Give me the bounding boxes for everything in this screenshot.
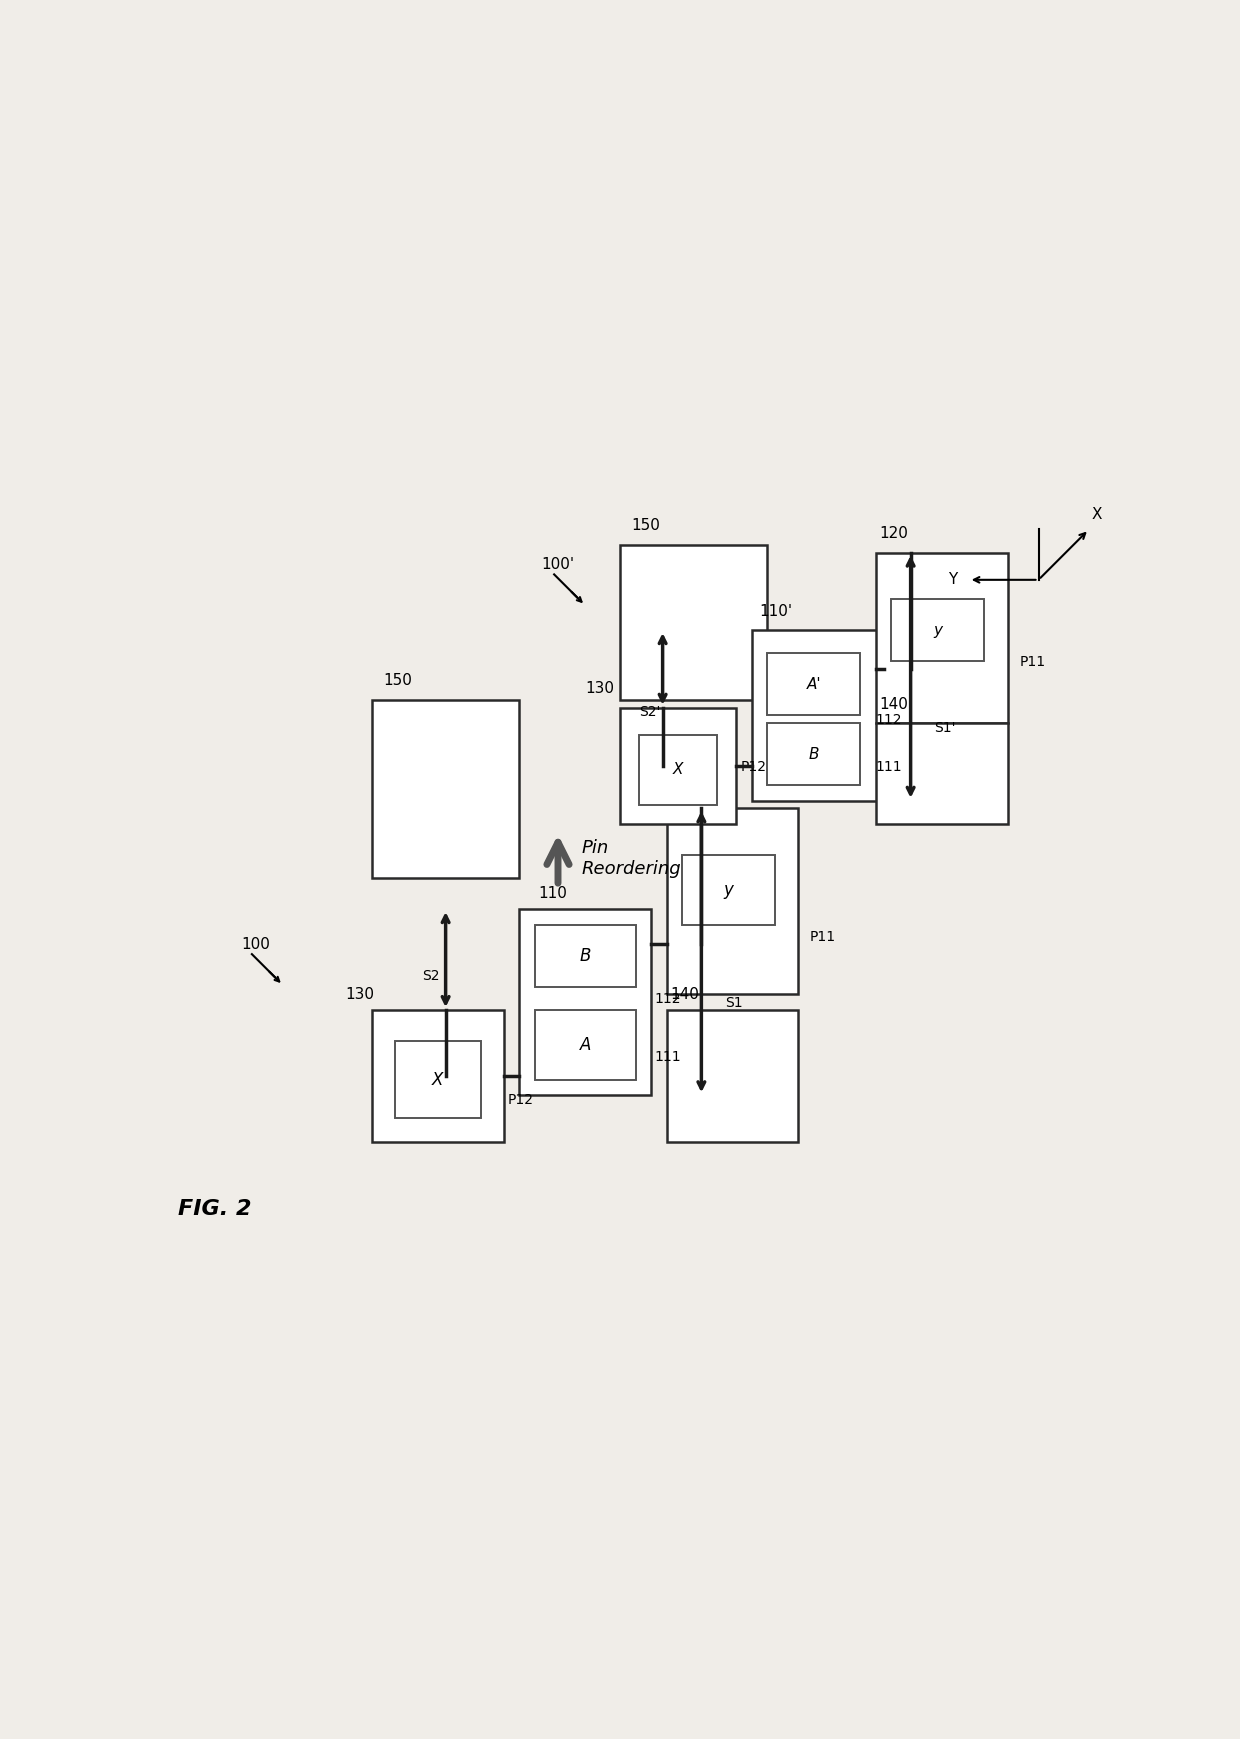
- Text: 120: 120: [879, 527, 909, 541]
- Text: 120: 120: [671, 783, 699, 796]
- Bar: [768, 723, 861, 786]
- Text: 140: 140: [671, 988, 699, 1002]
- Text: 140: 140: [879, 697, 909, 711]
- Bar: [520, 909, 651, 1096]
- Text: 112: 112: [875, 713, 903, 727]
- Text: A: A: [579, 1036, 590, 1054]
- Text: 111: 111: [655, 1050, 682, 1064]
- Bar: [372, 699, 520, 878]
- Text: 130: 130: [585, 682, 614, 696]
- Text: P11: P11: [1019, 656, 1045, 670]
- Bar: [768, 654, 861, 715]
- Text: 110: 110: [538, 887, 568, 901]
- Bar: [875, 723, 1008, 824]
- Text: FIG. 2: FIG. 2: [179, 1200, 252, 1219]
- Text: B: B: [808, 746, 818, 762]
- Bar: [372, 1010, 503, 1143]
- Text: P12: P12: [740, 760, 766, 774]
- Text: 150: 150: [631, 518, 661, 534]
- Bar: [875, 553, 1008, 723]
- Text: 100: 100: [242, 937, 270, 951]
- Text: 130: 130: [345, 988, 374, 1002]
- Text: 100': 100': [542, 556, 574, 572]
- Bar: [620, 708, 737, 824]
- Text: y: y: [934, 623, 942, 638]
- Bar: [534, 925, 635, 986]
- Text: P11: P11: [810, 930, 836, 944]
- Text: A': A': [806, 676, 821, 692]
- Bar: [751, 630, 884, 800]
- Text: y: y: [724, 882, 733, 899]
- Text: 112: 112: [655, 991, 681, 1007]
- Text: B: B: [579, 946, 590, 965]
- Text: P12: P12: [507, 1092, 533, 1106]
- Text: S2: S2: [423, 969, 440, 983]
- Text: 150: 150: [383, 673, 413, 689]
- Text: S1': S1': [934, 722, 955, 736]
- Bar: [667, 809, 799, 995]
- Text: X: X: [1091, 506, 1102, 522]
- Text: X: X: [433, 1071, 444, 1089]
- Bar: [892, 600, 985, 661]
- Text: X: X: [673, 762, 683, 777]
- Bar: [620, 544, 768, 699]
- Text: S1: S1: [724, 996, 743, 1010]
- Bar: [534, 1010, 635, 1080]
- Bar: [640, 736, 717, 805]
- Text: 110': 110': [759, 603, 792, 619]
- Bar: [396, 1042, 481, 1118]
- Text: Pin
Reordering: Pin Reordering: [582, 840, 681, 878]
- Text: 111: 111: [875, 760, 903, 774]
- Text: S2': S2': [640, 706, 661, 720]
- Bar: [682, 856, 775, 925]
- Bar: [667, 1010, 799, 1143]
- Text: Y: Y: [947, 572, 957, 588]
